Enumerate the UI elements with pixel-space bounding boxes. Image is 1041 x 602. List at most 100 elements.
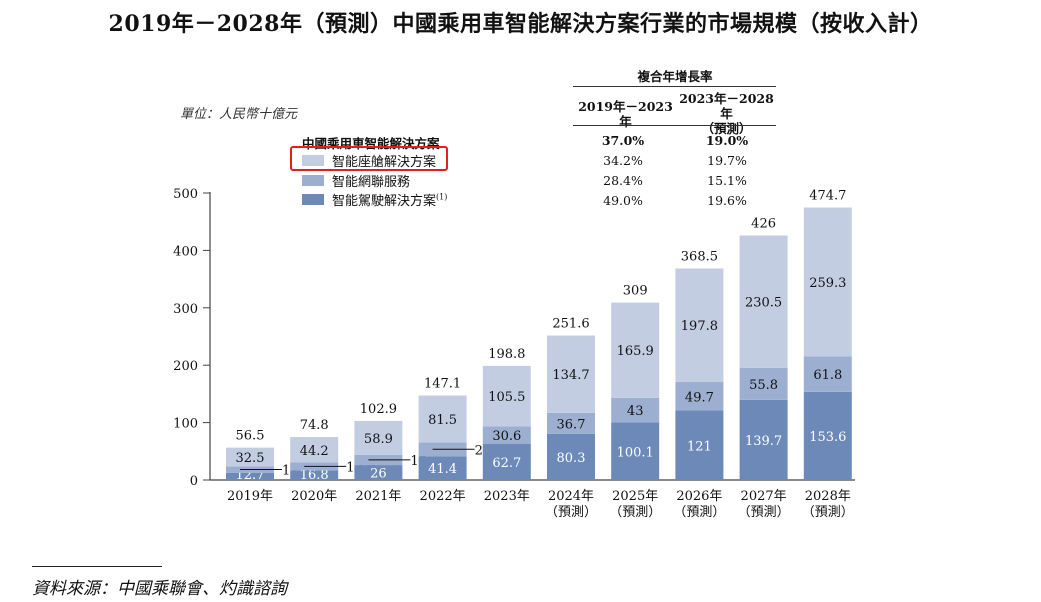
x-tick-sublabel: （預測） [673,505,725,520]
bar-segment [482,365,531,427]
data-label: 165.9 [617,344,654,359]
bar-segment [739,399,788,480]
bar-segment [739,367,788,400]
data-label: 153.6 [809,430,846,445]
bar-segment [675,268,724,383]
bar-segment [290,470,339,480]
x-tick-label: 2024年 [548,489,594,504]
x-tick-label: 2022年 [420,489,466,504]
x-tick-label: 2021年 [355,489,401,504]
data-label: 16.8 [300,468,329,483]
legend-swatch [302,194,324,205]
bar-segment [418,395,467,443]
cagr-value: 49.0% [603,193,643,208]
total-label: 309 [623,284,648,299]
bar-segment [482,426,531,445]
bar-segment [803,391,852,480]
data-label: 44.2 [300,444,329,459]
bar-segment [739,235,788,368]
bar-segment [547,335,595,413]
footnote-marker: (1) [436,192,448,202]
total-label: 102.9 [360,402,397,417]
cagr-value: 34.2% [603,153,643,168]
y-tick-label: 300 [173,302,198,317]
bar-segment [675,410,724,480]
chart-title: 2019年－2028年（預測）中國乘用車智能解決方案行業的市場規模（按收入計） [108,11,933,37]
total-label: 56.5 [236,429,265,444]
bar-segment [354,420,403,455]
data-label: 105.5 [488,390,525,405]
data-label: 80.3 [557,451,586,466]
bar-segment [418,456,467,480]
source-rule [32,566,162,567]
data-label: 58.9 [364,432,393,447]
x-tick-sublabel: （預測） [738,505,790,520]
data-label: 100.1 [617,445,654,460]
total-label: 474.7 [809,189,846,204]
x-tick-label: 2023年 [484,489,530,504]
data-label: 26 [370,467,387,482]
bar-segment [611,302,660,398]
bar-segment [482,444,531,480]
cagr-value: 19.6% [707,193,747,208]
data-label: 32.5 [236,451,265,466]
y-tick-label: 500 [173,187,198,202]
y-tick-label: 400 [173,244,198,259]
cagr-value: 15.1% [707,173,747,188]
x-tick-sublabel: （預測） [609,505,661,520]
table-rule [573,125,776,126]
table-rule [573,86,776,87]
cagr-value: 19.0% [705,133,749,148]
legend-label: 智能座艙解決方案 [332,155,437,170]
bar-segment [547,412,595,434]
y-tick-label: 100 [173,417,198,432]
x-tick-label: 2020年 [291,489,337,504]
bar-chart: 010020030040050012.711.232.556.52019年16.… [173,187,855,520]
data-label: 81.5 [428,413,457,428]
legend-swatch [302,155,324,166]
bar-segment [675,382,724,411]
cagr-value: 28.4% [603,173,643,188]
x-tick-label: 2019年 [227,489,273,504]
cagr-header: 複合年增長率 [637,69,713,84]
highlight-box [290,146,448,171]
x-tick-label: 2027年 [741,489,787,504]
data-label: 61.8 [813,368,842,383]
cagr-col2-title: 2023年－2028年 [679,91,774,121]
data-label: 62.7 [492,456,521,471]
legend-swatch [302,175,324,186]
total-label: 74.8 [300,418,329,433]
x-tick-label: 2026年 [676,489,722,504]
bar-segment [611,422,660,480]
x-tick-sublabel: （預測） [545,505,597,520]
data-label: 43 [627,404,644,419]
bar-segment [803,356,852,392]
total-label: 198.8 [488,347,525,362]
bar-segment [290,437,339,463]
total-label: 147.1 [424,377,461,392]
data-label: 41.4 [428,462,457,477]
cagr-value: 19.7% [707,153,747,168]
data-label: 259.3 [809,276,846,291]
data-label: 197.8 [681,319,718,334]
cagr-col2-header: 2023年－2028年 （預測） [675,91,778,136]
bar-segment [803,207,852,357]
cagr-col2-sub: （預測） [701,121,752,136]
data-label: 139.7 [745,434,782,449]
data-label: 36.7 [557,417,586,432]
unit-label: 單位：人民幣十億元 [180,107,298,122]
y-tick-label: 200 [173,359,198,374]
total-label: 368.5 [681,249,718,264]
bar-segment [547,433,595,480]
legend-item-connected: 智能網聯服務 [302,171,410,190]
bar-segment [354,465,403,480]
legend-label: 智能駕駛解決方案 [332,194,437,209]
data-label: 134.7 [552,368,589,383]
cagr-value: 37.0% [601,133,645,148]
source-note: 資料來源：中國乘聯會、灼識諮詢 [32,579,287,599]
total-label: 251.6 [552,317,589,332]
data-label: 230.5 [745,296,782,311]
x-tick-sublabel: （預測） [802,505,854,520]
bar-segment [611,397,660,423]
x-tick-label: 2028年 [805,489,851,504]
